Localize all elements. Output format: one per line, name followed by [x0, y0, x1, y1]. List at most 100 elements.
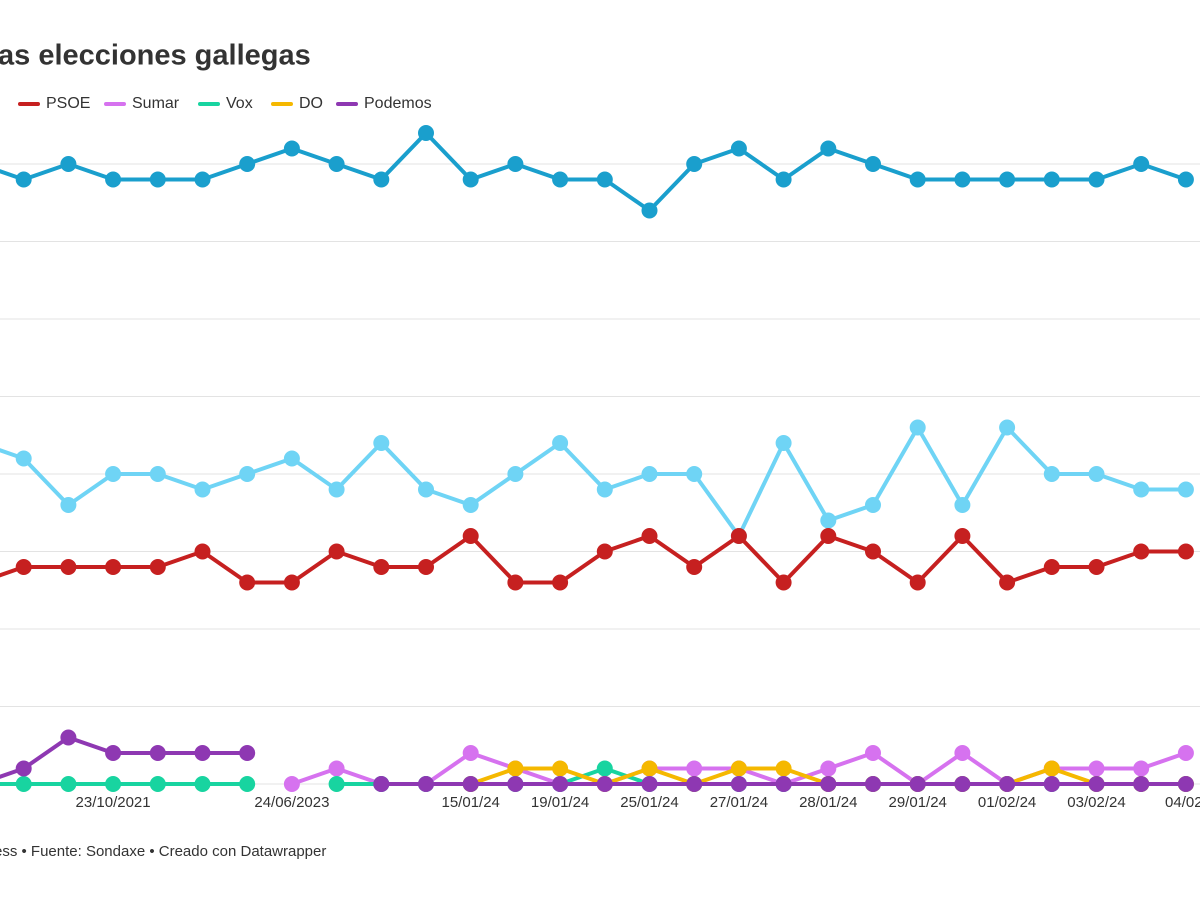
data-point [60, 776, 77, 792]
x-tick-label: 01/02/24 [978, 794, 1036, 811]
x-tick-label: 03/02/24 [1067, 794, 1125, 811]
data-point [149, 745, 166, 761]
data-point [105, 745, 122, 761]
data-point [686, 466, 703, 482]
data-point [373, 559, 390, 575]
data-point [909, 419, 926, 436]
data-point [730, 140, 747, 157]
data-point [686, 156, 703, 172]
data-point [507, 776, 524, 792]
data-point [1177, 543, 1194, 560]
data-point [239, 574, 256, 591]
data-point [641, 202, 658, 219]
data-point [552, 574, 569, 591]
data-point [15, 559, 32, 575]
data-point [730, 776, 747, 792]
data-point [462, 497, 479, 513]
data-point [909, 574, 926, 591]
footer: ess • Fuente: Sondaxe • Creado con Dataw… [0, 843, 326, 860]
series-line [0, 425, 1186, 538]
data-point [775, 760, 792, 777]
data-point [507, 156, 524, 172]
data-point [1043, 171, 1060, 188]
data-point [1133, 760, 1150, 777]
data-point [641, 466, 658, 482]
data-point [15, 450, 32, 467]
data-point [865, 156, 881, 172]
data-point [462, 528, 479, 544]
data-point [775, 435, 792, 451]
data-point [418, 481, 434, 498]
data-point [60, 559, 77, 575]
data-point [954, 745, 971, 761]
data-point [865, 543, 881, 560]
data-point [596, 760, 613, 777]
data-point [954, 497, 971, 513]
data-point [149, 466, 166, 482]
legend-label: DO [299, 95, 323, 112]
data-point [909, 171, 926, 188]
data-point [1133, 543, 1150, 560]
data-point [283, 450, 300, 467]
legend-label: Podemos [364, 95, 432, 112]
data-point [60, 156, 77, 172]
x-tick-label: 28/01/24 [799, 794, 857, 811]
data-point [954, 528, 971, 544]
x-tick-label: 19/01/24 [531, 794, 589, 811]
data-point [865, 745, 881, 761]
data-point [149, 171, 166, 188]
data-point [686, 776, 703, 792]
data-point [1088, 171, 1105, 188]
data-point [954, 776, 971, 792]
data-point [283, 574, 300, 591]
x-tick-label: 15/01/24 [442, 794, 500, 811]
series-line [0, 534, 1186, 585]
data-point [239, 745, 256, 761]
data-point [1043, 776, 1060, 792]
data-point [60, 729, 77, 746]
data-point [820, 140, 837, 157]
data-point [194, 543, 211, 560]
data-point [105, 776, 122, 792]
data-point [239, 466, 256, 482]
data-point [1088, 559, 1105, 575]
data-point [820, 776, 837, 792]
data-point [865, 497, 881, 513]
data-point [730, 528, 747, 544]
data-point [999, 171, 1016, 188]
data-point [641, 776, 658, 792]
data-point [194, 171, 211, 188]
data-point [552, 760, 569, 777]
data-point [328, 481, 345, 498]
data-point [552, 171, 569, 188]
data-point [1088, 776, 1105, 792]
data-point [507, 760, 524, 777]
x-tick-label: 27/01/24 [710, 794, 768, 811]
x-tick-label: 24/06/2023 [254, 794, 329, 811]
data-point [730, 760, 747, 777]
data-point [820, 512, 837, 529]
data-point [596, 481, 613, 498]
data-point [507, 574, 524, 591]
data-point [373, 171, 390, 188]
data-point [641, 528, 658, 544]
legend-label: Sumar [132, 95, 180, 112]
data-point [15, 760, 32, 777]
series-line [0, 735, 248, 779]
data-point [373, 435, 390, 451]
data-point [1043, 466, 1060, 482]
x-tick-label: 29/01/24 [889, 794, 947, 811]
data-point [105, 171, 122, 188]
data-point [775, 776, 792, 792]
data-point [999, 419, 1016, 436]
data-point [418, 559, 434, 575]
data-point [775, 171, 792, 188]
legend-label: PSOE [46, 95, 90, 112]
data-point [820, 528, 837, 544]
data-point [1133, 156, 1150, 172]
data-point [1043, 559, 1060, 575]
data-point [328, 543, 345, 560]
data-point [149, 776, 166, 792]
data-point [283, 140, 300, 157]
data-point [596, 543, 613, 560]
